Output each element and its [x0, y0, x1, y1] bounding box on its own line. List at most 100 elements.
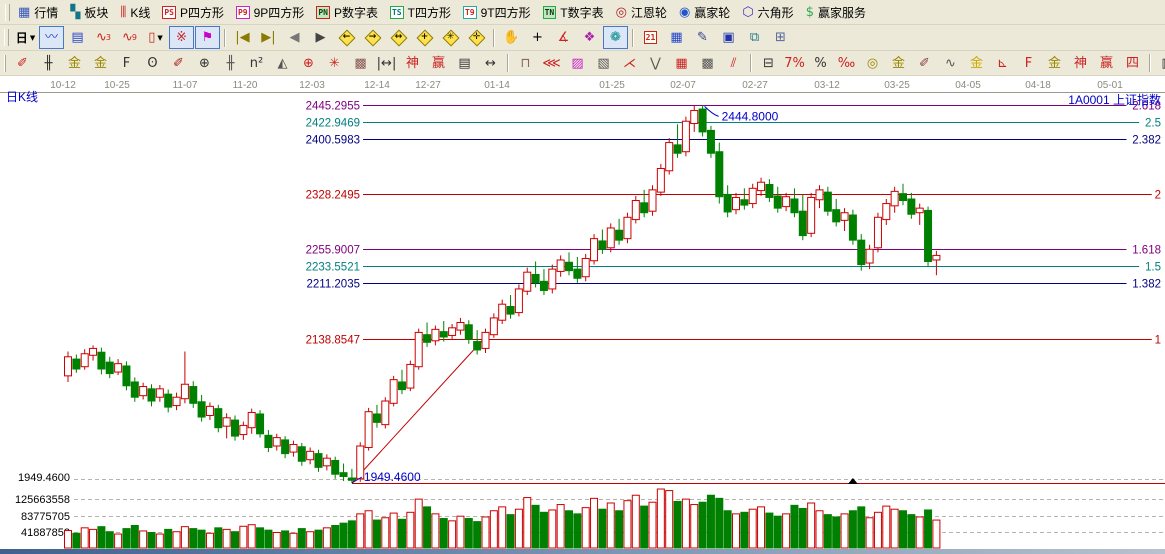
print-setup[interactable]: ⊞: [768, 26, 793, 49]
dense-lines[interactable]: ╫: [218, 52, 243, 75]
percent[interactable]: %: [808, 52, 833, 75]
crosshair[interactable]: +: [525, 26, 550, 49]
period-select-dropdown-caret[interactable]: ▼: [29, 33, 36, 42]
calculator[interactable]: ▦: [664, 26, 689, 49]
flag-marker[interactable]: ⚑: [195, 26, 220, 49]
zoom-expand-all[interactable]: ✳: [438, 26, 463, 49]
menu-9p-square[interactable]: P9 9P四方形: [232, 3, 312, 22]
zoom-h-expand[interactable]: ↔: [386, 26, 411, 49]
ying-time[interactable]: 赢: [426, 52, 451, 75]
menu-t-square[interactable]: TS T四方形: [386, 3, 459, 22]
price-table[interactable]: ⊟: [756, 52, 781, 75]
candle-body: [890, 190, 899, 207]
trend-zigzag-mode[interactable]: 〰: [39, 26, 64, 49]
jump-first[interactable]: |◀: [230, 26, 255, 49]
draw-pencil[interactable]: ✐: [10, 52, 35, 75]
zigzag-wave[interactable]: ⋁: [643, 52, 668, 75]
shen-slash[interactable]: 神: [1068, 52, 1093, 75]
price-box[interactable]: ⊓: [513, 52, 538, 75]
gann-box-tool[interactable]: ❖: [577, 26, 602, 49]
bar-count[interactable]: |↔|: [374, 52, 399, 75]
candle-style[interactable]: ▯ ▼: [143, 26, 168, 49]
angle-ruler[interactable]: ◭: [270, 52, 295, 75]
memo-note[interactable]: ✎: [690, 26, 715, 49]
menu-gann-wheel[interactable]: ◎ 江恩轮: [612, 3, 675, 22]
ying-slash[interactable]: 赢: [1094, 52, 1119, 75]
si-lines[interactable]: 四: [1120, 52, 1145, 75]
menu-p-table[interactable]: PN P数字表: [312, 3, 386, 22]
golden-h-lines[interactable]: 金: [886, 52, 911, 75]
time-spiral[interactable]: ʘ: [140, 52, 165, 75]
grid-red[interactable]: ▦: [669, 52, 694, 75]
menu-t-table[interactable]: TN T数字表: [539, 3, 612, 22]
fibonacci-time[interactable]: F: [114, 52, 139, 75]
menu-9t-square[interactable]: T9 9T四方形: [459, 3, 539, 22]
golden-section-v2[interactable]: 金: [88, 52, 113, 75]
menu-sectors[interactable]: ▚ 板块: [66, 3, 116, 22]
menu-kline[interactable]: ⫼ K线: [116, 3, 158, 22]
golden-circle[interactable]: ◎: [860, 52, 885, 75]
square-spiral[interactable]: ▩: [348, 52, 373, 75]
wave-segment-9[interactable]: ∿ 9: [117, 26, 142, 49]
fibonacci-red[interactable]: F: [1016, 52, 1041, 75]
candle-style-dropdown-caret[interactable]: ▼: [157, 33, 163, 42]
shen-time[interactable]: 神: [400, 52, 425, 75]
gann-target[interactable]: ⊕: [296, 52, 321, 75]
fan-angles[interactable]: ⋌: [617, 52, 642, 75]
menu-p-square[interactable]: PS P四方形: [158, 3, 232, 22]
gann-circle[interactable]: ⊕: [192, 52, 217, 75]
fib-ratio-label: 2.5: [1145, 118, 1161, 130]
calendar-21[interactable]: 21: [638, 26, 663, 49]
menu-winner-service[interactable]: $ 赢家服务: [802, 3, 874, 22]
fan-box-dark[interactable]: ▧: [591, 52, 616, 75]
wave-segment-3[interactable]: ∿ 3: [91, 26, 116, 49]
width-measure[interactable]: ↔: [478, 52, 503, 75]
menu-hexagon[interactable]: ⬡ 六角形: [738, 3, 801, 22]
ray-star[interactable]: ✳: [322, 52, 347, 75]
toolbar-grip[interactable]: [4, 29, 9, 46]
wave-overlay[interactable]: ∿: [938, 52, 963, 75]
period-select[interactable]: 日 ▼: [13, 26, 38, 49]
golden-slash[interactable]: 金: [1042, 52, 1067, 75]
percent-7[interactable]: 7%: [782, 52, 807, 75]
parallel-channel[interactable]: ⫽: [721, 52, 746, 75]
jump-last[interactable]: ▶|: [256, 26, 281, 49]
fan-box-magenta[interactable]: ▨: [565, 52, 590, 75]
kline-chart-area[interactable]: 日K线 1A0001 上证指数 10-12 10-25 11-07 11-20 12-0…: [0, 76, 1165, 554]
pencil-time[interactable]: ✐: [166, 52, 191, 75]
gann-time-lines[interactable]: ╫: [36, 52, 61, 75]
n-square[interactable]: n²: [244, 52, 269, 75]
toolbar-grip[interactable]: [5, 3, 10, 21]
page-next[interactable]: ▶: [308, 26, 333, 49]
candle-pencil[interactable]: ✐: [912, 52, 937, 75]
analysis-swirl[interactable]: ❁: [603, 26, 628, 49]
menu-quotes[interactable]: ▦ 行情: [14, 3, 66, 22]
screen-export[interactable]: ⧉: [742, 26, 767, 49]
page-prev[interactable]: ◀: [282, 26, 307, 49]
pan-hand[interactable]: ✋: [499, 26, 524, 49]
percent-lines[interactable]: ‰: [834, 52, 859, 75]
ruler-123[interactable]: ▤: [452, 52, 477, 75]
zoom-shift-right[interactable]: →: [360, 26, 385, 49]
tool-book-icon: ▥: [1161, 57, 1165, 70]
gann-fan[interactable]: ⋘: [539, 52, 564, 75]
menu-winner-wheel[interactable]: ◉ 赢家轮: [675, 3, 738, 22]
angle-ruler-icon: ◭: [277, 55, 288, 71]
pattern-marks[interactable]: ※: [169, 26, 194, 49]
save-disk[interactable]: ▣: [716, 26, 741, 49]
zoom-h-shrink[interactable]: +: [412, 26, 437, 49]
candle-body: [498, 303, 507, 321]
golden-section-v[interactable]: 金: [62, 52, 87, 75]
candle-body: [706, 129, 715, 154]
zoom-reset[interactable]: ✛: [464, 26, 489, 49]
tool-book[interactable]: ▥: [1155, 52, 1165, 75]
candlestick-plot[interactable]: 10-12 10-25 11-07 11-20 12-03 12-14 12-27 01-14…: [0, 76, 1165, 554]
info-document[interactable]: ▤: [65, 26, 90, 49]
fib-ratio-label: 1.5: [1145, 262, 1161, 274]
golden-yellow[interactable]: 金: [964, 52, 989, 75]
angle-measure[interactable]: ∡: [551, 26, 576, 49]
angle-slash[interactable]: ⊾: [990, 52, 1015, 75]
zoom-shift-left[interactable]: ←: [334, 26, 359, 49]
grid-box[interactable]: ▩: [695, 52, 720, 75]
toolbar-grip[interactable]: [4, 54, 6, 72]
